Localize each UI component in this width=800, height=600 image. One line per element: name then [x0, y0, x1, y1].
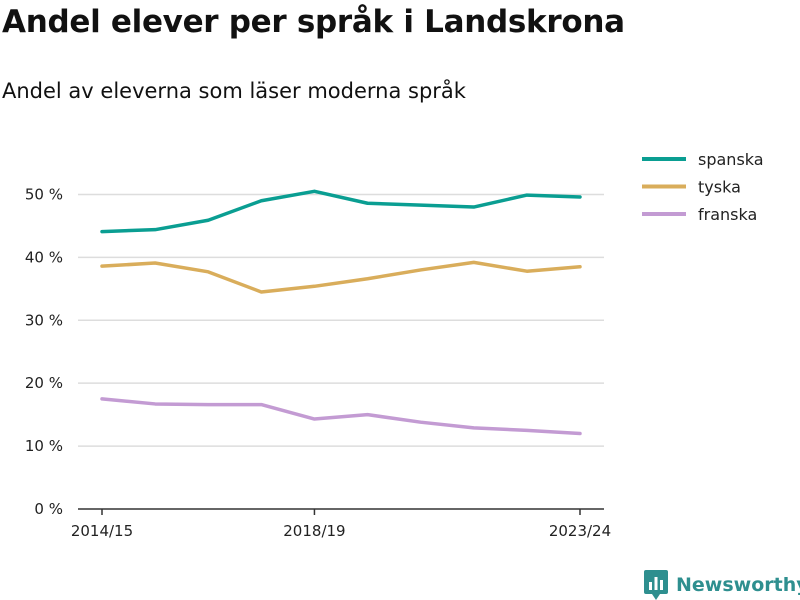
- legend-label-spanska: spanska: [698, 150, 764, 169]
- series-lines: [100, 189, 582, 436]
- series-line-spanska: [100, 189, 582, 234]
- gridlines: [78, 193, 604, 447]
- x-tick-label: 2014/15: [71, 522, 133, 540]
- legend-label-franska: franska: [698, 205, 757, 224]
- series-line-franska: [100, 397, 582, 436]
- x-axis: 2014/15 2018/19 2023/24: [71, 508, 611, 540]
- y-tick-label: 50 %: [25, 185, 63, 203]
- chart-subtitle: Andel av eleverna som läser moderna språ…: [2, 79, 466, 103]
- series-line-tyska: [100, 260, 582, 294]
- newsworthy-icon: [644, 570, 668, 600]
- y-tick-label: 30 %: [25, 311, 63, 329]
- legend: spanska tyska franska: [642, 150, 764, 224]
- y-tick-label: 20 %: [25, 374, 63, 392]
- y-tick-label: 10 %: [25, 437, 63, 455]
- y-tick-label: 40 %: [25, 248, 63, 266]
- y-axis: 0 % 10 % 20 % 30 % 40 % 50 %: [25, 185, 63, 518]
- legend-label-tyska: tyska: [698, 178, 741, 197]
- newsworthy-logo: Newsworthy: [644, 570, 800, 600]
- brand-name: Newsworthy: [676, 574, 800, 596]
- x-tick-label: 2023/24: [549, 522, 611, 540]
- x-tick-label: 2018/19: [283, 522, 345, 540]
- y-tick-label: 0 %: [34, 500, 63, 518]
- chart-title: Andel elever per språk i Landskrona: [2, 4, 625, 40]
